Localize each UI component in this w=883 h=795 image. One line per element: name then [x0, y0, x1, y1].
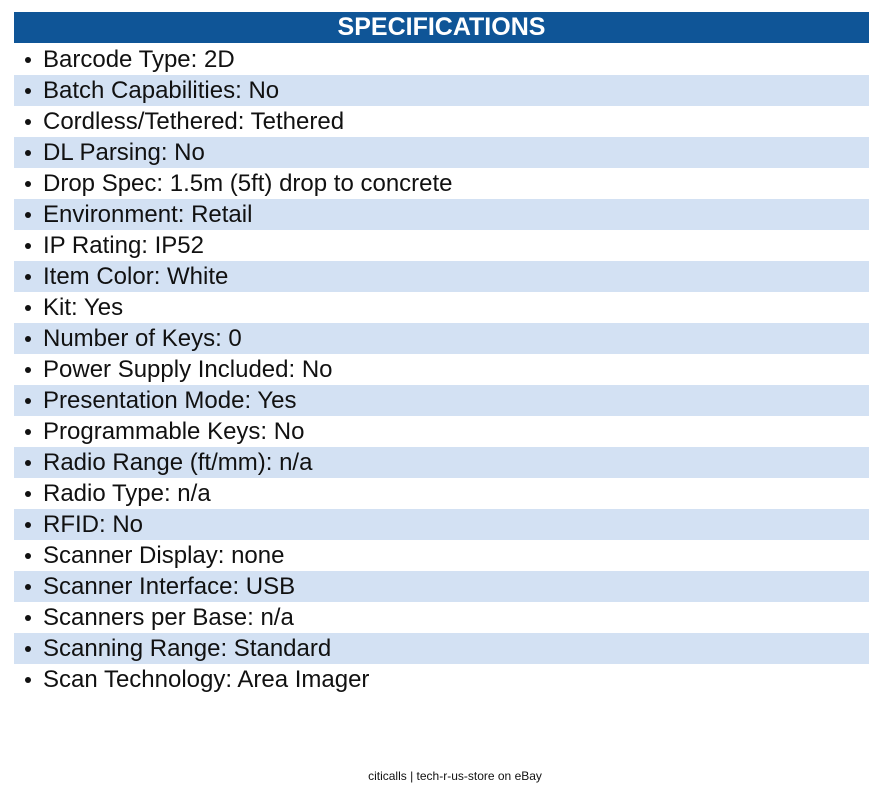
bullet [25, 150, 31, 156]
spec-row: Scanners per Base: n/a [14, 602, 869, 633]
bullet [25, 584, 31, 590]
spec-text: Scan Technology: Area Imager [43, 666, 370, 693]
spec-text: DL Parsing: No [43, 139, 205, 166]
spec-row: Kit: Yes [14, 292, 869, 323]
bullet [25, 460, 31, 466]
spec-text: Scanners per Base: n/a [43, 604, 294, 631]
spec-row: Scanner Interface: USB [14, 571, 869, 602]
spec-text: Scanner Interface: USB [43, 573, 296, 600]
bullet [25, 429, 31, 435]
spec-text: Presentation Mode: Yes [43, 387, 297, 414]
spec-text: Programmable Keys: No [43, 418, 305, 445]
bullet [25, 677, 31, 683]
spec-text: RFID: No [43, 511, 144, 538]
bullet [25, 119, 31, 125]
spec-text: Scanning Range: Standard [43, 635, 332, 662]
bullet [25, 274, 31, 280]
bullet [25, 243, 31, 249]
spec-row: Scanner Display: none [14, 540, 869, 571]
spec-text: Radio Type: n/a [43, 480, 211, 507]
bullet [25, 615, 31, 621]
spec-title: SPECIFICATIONS [14, 12, 869, 43]
spec-row: Drop Spec: 1.5m (5ft) drop to concrete [14, 168, 869, 199]
spec-text: Scanner Display: none [43, 542, 285, 569]
bullet [25, 398, 31, 404]
spec-row: Programmable Keys: No [14, 416, 869, 447]
bullet [25, 57, 31, 63]
bullet [25, 522, 31, 528]
spec-row: Cordless/Tethered: Tethered [14, 106, 869, 137]
spec-text: Drop Spec: 1.5m (5ft) drop to concrete [43, 170, 453, 197]
spec-row: Radio Type: n/a [14, 478, 869, 509]
bullet [25, 553, 31, 559]
spec-row: Item Color: White [14, 261, 869, 292]
spec-text: Power Supply Included: No [43, 356, 333, 383]
spec-row: RFID: No [14, 509, 869, 540]
bullet [25, 336, 31, 342]
bullet [25, 305, 31, 311]
spec-row: Environment: Retail [14, 199, 869, 230]
spec-text: Kit: Yes [43, 294, 124, 321]
spec-text: IP Rating: IP52 [43, 232, 204, 259]
footer: citicalls | tech-r-us-store on eBay [368, 769, 542, 783]
spec-text: Radio Range (ft/mm): n/a [43, 449, 313, 476]
spec-text: Batch Capabilities: No [43, 77, 280, 104]
spec-list: Barcode Type: 2D Batch Capabilities: No Co… [14, 44, 869, 695]
spec-row: Scanning Range: Standard [14, 633, 869, 664]
spec-text: Cordless/Tethered: Tethered [43, 108, 345, 135]
spec-row: Scan Technology: Area Imager [14, 664, 869, 695]
bullet [25, 491, 31, 497]
bullet [25, 88, 31, 94]
spec-row: Number of Keys: 0 [14, 323, 869, 354]
spec-row: Power Supply Included: No [14, 354, 869, 385]
bullet [25, 212, 31, 218]
spec-text: Item Color: White [43, 263, 229, 290]
bullet [25, 646, 31, 652]
bullet [25, 367, 31, 373]
spec-row: DL Parsing: No [14, 137, 869, 168]
spec-row: Batch Capabilities: No [14, 75, 869, 106]
spec-text: Barcode Type: 2D [43, 46, 235, 73]
spec-row: Barcode Type: 2D [14, 44, 869, 75]
spec-row: Presentation Mode: Yes [14, 385, 869, 416]
spec-row: IP Rating: IP52 [14, 230, 869, 261]
spec-text: Number of Keys: 0 [43, 325, 242, 352]
spec-text: Environment: Retail [43, 201, 253, 228]
bullet [25, 181, 31, 187]
spec-row: Radio Range (ft/mm): n/a [14, 447, 869, 478]
